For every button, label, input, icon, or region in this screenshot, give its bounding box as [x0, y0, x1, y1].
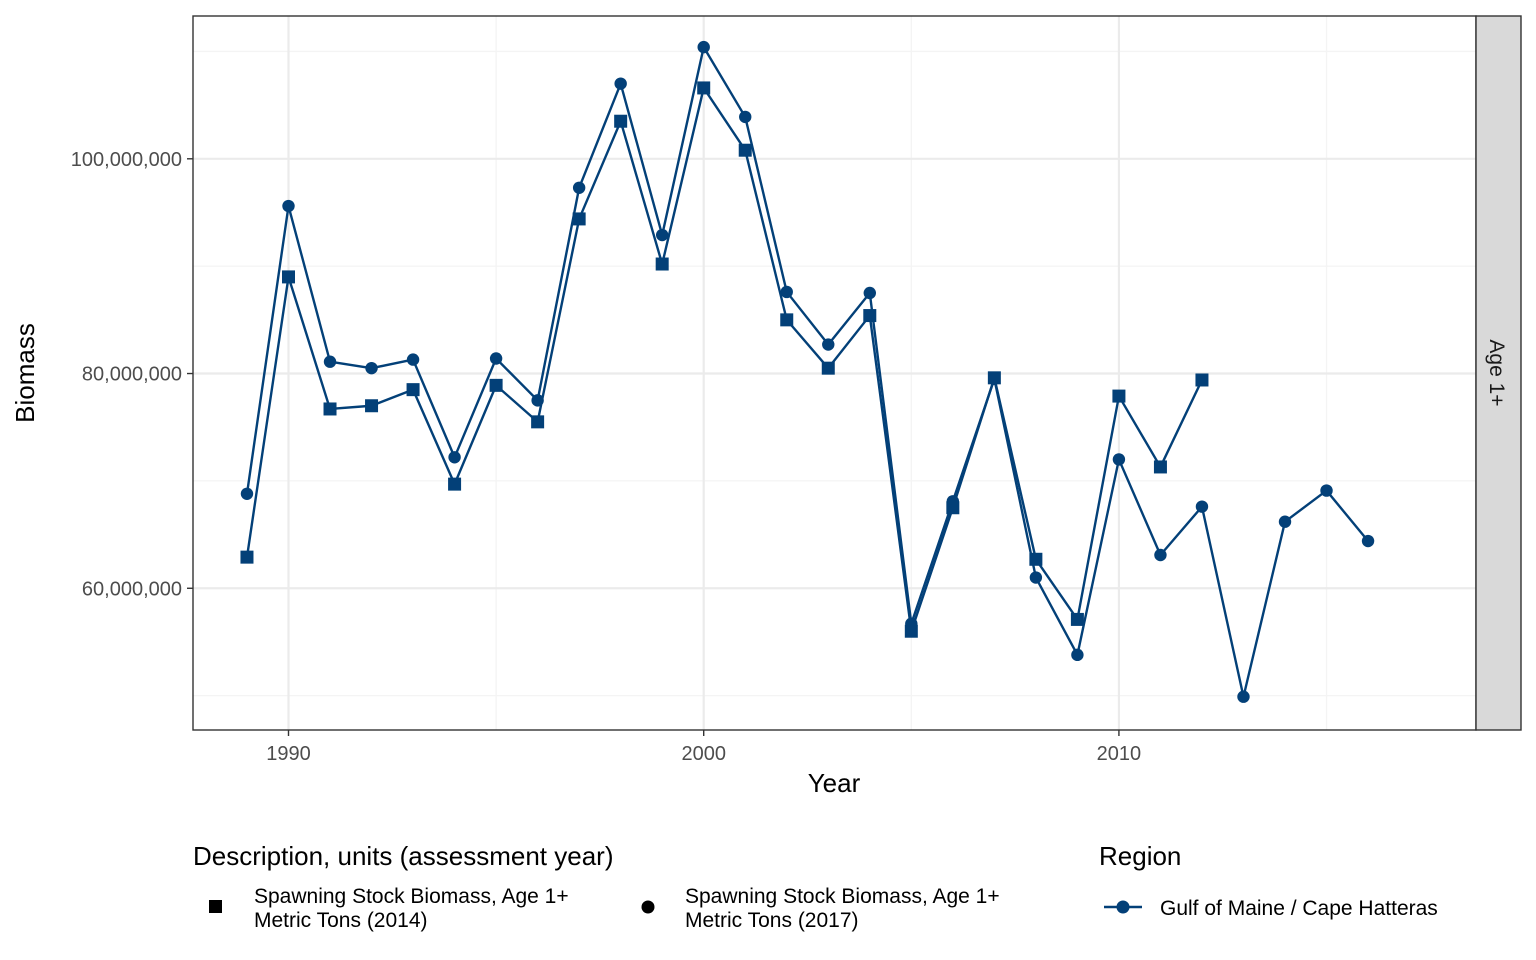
y-axis: 60,000,000 80,000,000 100,000,000: [71, 149, 193, 600]
data-point-square: [1029, 552, 1043, 566]
data-point-square: [365, 399, 379, 413]
x-tick-label: 1990: [266, 743, 311, 765]
data-point-square: [240, 550, 254, 564]
data-point-circle: [240, 487, 254, 500]
series-line-square: [245, 86, 1204, 633]
data-point-square: [780, 313, 794, 327]
legend-entry-region: Gulf of Maine / Cape Hatteras: [1104, 897, 1438, 920]
data-point-square: [863, 309, 877, 323]
data-point-circle: [1278, 515, 1292, 528]
data-point-circle: [614, 77, 627, 90]
data-point-square: [281, 270, 295, 284]
data-point-circle: [905, 617, 918, 630]
data-point-circle: [863, 286, 876, 300]
legend-entry-2014: Spawning Stock Biomass, Age 1+ Metric To…: [209, 885, 569, 932]
data-point-square: [448, 477, 462, 491]
data-point-square: [1195, 373, 1209, 387]
legend-region-label: Gulf of Maine / Cape Hatteras: [1160, 897, 1438, 920]
legend-shape-title: Description, units (assessment year): [193, 841, 613, 871]
data-point-square: [489, 378, 503, 392]
legend-entry-2017-line1: Spawning Stock Biomass, Age 1+: [685, 885, 1000, 908]
data-point-circle: [1195, 500, 1209, 513]
x-tick-label: 2000: [681, 743, 726, 765]
legend-entry-2014-line2: Metric Tons (2014): [254, 909, 428, 932]
data-point-circle: [282, 199, 295, 213]
data-point-circle: [697, 40, 710, 54]
data-point-circle: [406, 353, 420, 366]
y-tick-label: 100,000,000: [71, 149, 182, 171]
data-point-circle: [822, 338, 835, 351]
data-point-circle: [739, 110, 752, 124]
y-tick-label: 60,000,000: [82, 578, 182, 600]
data-point-square: [406, 383, 420, 397]
data-point-circle: [1071, 648, 1084, 662]
legend-region-title: Region: [1099, 841, 1181, 871]
data-point-square: [697, 81, 711, 95]
legend: Description, units (assessment year) Spa…: [193, 841, 1438, 932]
data-point-circle: [780, 285, 793, 299]
legend-entry-2017-line2: Metric Tons (2017): [685, 909, 859, 932]
data-point-circle: [1154, 548, 1167, 562]
data-point-circle: [1361, 534, 1375, 548]
legend-square-marker: [209, 900, 222, 913]
x-axis-title: Year: [808, 768, 861, 798]
data-point-square: [1112, 389, 1126, 403]
data-point-circle: [572, 181, 586, 194]
y-axis-title: Biomass: [10, 323, 40, 423]
legend-entry-2014-line1: Spawning Stock Biomass, Age 1+: [254, 885, 569, 908]
data-point-circle: [531, 394, 544, 407]
series-line-circle: [245, 45, 1369, 698]
data-point-circle: [946, 495, 960, 508]
facet-strip-background: [1475, 15, 1522, 731]
data-point-square: [1070, 612, 1084, 626]
data-point-circle: [448, 451, 461, 464]
data-point-circle: [655, 228, 669, 242]
data-point-circle: [1029, 571, 1043, 584]
data-point-circle: [323, 355, 337, 368]
data-point-square: [323, 402, 337, 416]
y-tick-label: 80,000,000: [82, 364, 182, 386]
data-point-square: [1153, 460, 1167, 474]
facet-strip: Age 1+: [1475, 15, 1522, 731]
legend-circle-marker: [641, 900, 655, 914]
data-point-square: [738, 143, 752, 157]
data-point-square: [821, 361, 835, 375]
data-point-circle: [1237, 690, 1250, 703]
legend-entry-2017: Spawning Stock Biomass, Age 1+ Metric To…: [641, 885, 1000, 932]
data-point-square: [531, 415, 545, 429]
data-point-circle: [988, 372, 1001, 386]
facet-strip-label: Age 1+: [1485, 339, 1508, 406]
x-axis: 1990 2000 2010: [266, 730, 1141, 765]
x-tick-label: 2010: [1097, 743, 1142, 765]
data-series: [240, 40, 1375, 703]
data-point-circle: [365, 361, 378, 375]
data-point-circle: [489, 352, 503, 365]
data-point-square: [655, 257, 669, 271]
data-point-square: [614, 114, 628, 128]
data-point-circle: [1320, 484, 1333, 497]
data-point-circle: [1112, 453, 1126, 466]
legend-region-marker: [1116, 900, 1130, 914]
data-point-square: [572, 212, 586, 226]
